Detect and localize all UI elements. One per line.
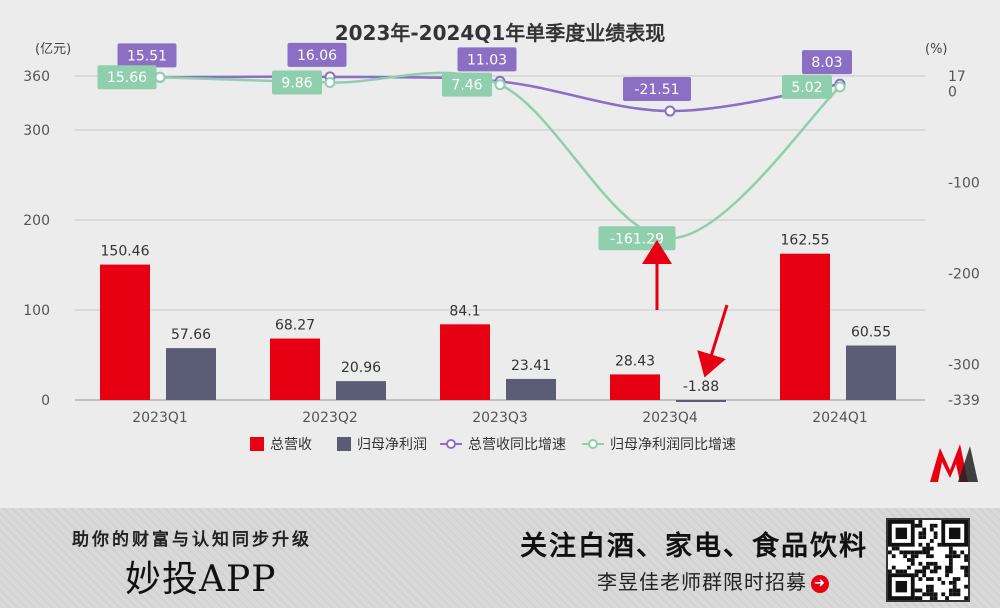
line-point xyxy=(834,81,846,93)
legend-swatch xyxy=(337,437,351,451)
right-tick-label: 17 xyxy=(948,69,966,85)
bar-net-profit xyxy=(336,381,386,400)
line-value-label: 16.06 xyxy=(297,48,337,64)
brand-logo-icon xyxy=(930,444,978,482)
x-axis-labels: 2023Q1 2023Q2 2023Q3 2023Q4 2024Q1 xyxy=(132,410,868,426)
right-tick-label: 0 xyxy=(948,84,957,100)
right-tick-label: -100 xyxy=(948,175,980,191)
line-value-label: 15.66 xyxy=(107,70,147,86)
line-value-badge xyxy=(457,47,517,72)
bar-net-profit xyxy=(166,348,216,400)
x-tick-label: 2023Q1 xyxy=(132,410,188,426)
line-value-badge xyxy=(287,42,347,67)
line-value-label: 11.03 xyxy=(467,52,507,68)
chart-title: 2023年-2024Q1年单季度业绩表现 xyxy=(335,21,666,45)
line-value-badge xyxy=(623,77,691,102)
right-tick-label: -300 xyxy=(948,358,980,374)
bar-value-label: 28.43 xyxy=(615,353,655,369)
bar-value-label: 57.66 xyxy=(171,327,211,343)
line-value-label: 7.46 xyxy=(451,78,482,94)
bar-revenue xyxy=(270,338,320,400)
legend: 总营收 归母净利润 总营收同比增速 归母净利润同比增速 xyxy=(250,436,736,453)
left-tick-label: 300 xyxy=(23,123,50,139)
bar-value-label: 20.96 xyxy=(341,360,381,376)
bar-revenue xyxy=(610,374,660,400)
line-value-badge xyxy=(802,50,852,75)
left-axis-ticks: 360 300 200 100 0 xyxy=(23,69,50,409)
bar-net-profit xyxy=(846,345,896,400)
qr-code-icon[interactable] xyxy=(886,518,970,602)
legend-label: 总营收同比增速 xyxy=(468,437,566,453)
line-value-badge xyxy=(782,74,832,99)
legend-label: 归母净利润同比增速 xyxy=(610,436,736,453)
annotation-arrows xyxy=(642,240,729,378)
legend-marker xyxy=(446,439,456,449)
legend-swatch xyxy=(250,437,264,451)
footer-app-name: 妙投APP xyxy=(125,559,277,600)
arrow-annotation-2 xyxy=(697,304,729,378)
line-value-badge xyxy=(442,72,492,97)
bar-value-label: 23.41 xyxy=(511,358,551,374)
line-point xyxy=(324,76,336,88)
footer-recruit-text: 李昱佳老师群限时招募 xyxy=(597,570,807,594)
arrow-right-icon: ➜ xyxy=(811,574,829,593)
footer-slogan: 助你的财富与认知同步升级 xyxy=(72,530,312,550)
bar-value-label: -1.88 xyxy=(683,379,719,395)
x-tick-label: 2023Q3 xyxy=(472,410,528,426)
lines-layer: 15.51 16.06 11.03 -21.51 8.03 15.66 9.86 7.46 -1… xyxy=(97,42,852,251)
right-tick-label: -200 xyxy=(948,266,980,282)
line-value-label: 15.51 xyxy=(127,48,167,64)
bars-layer: 150.46 57.66 68.27 20.96 84.1 23.41 28.43 -1.88… xyxy=(100,233,896,402)
line-point xyxy=(494,79,506,91)
left-tick-label: 360 xyxy=(23,69,50,85)
legend-label: 归母净利润 xyxy=(357,436,427,453)
x-tick-label: 2024Q1 xyxy=(812,410,868,426)
line-point xyxy=(154,71,166,83)
line-value-badge xyxy=(272,70,322,95)
bar-revenue xyxy=(780,253,830,400)
line-value-badge xyxy=(117,43,177,68)
line-profit-growth xyxy=(159,71,841,240)
legend-label: 总营收 xyxy=(270,437,312,453)
right-tick-label: -339 xyxy=(948,393,980,409)
left-tick-label: 100 xyxy=(23,303,50,319)
line-value-label: -161.29 xyxy=(610,231,664,247)
line-value-label: 8.03 xyxy=(811,55,842,71)
line-value-label: 5.02 xyxy=(791,80,822,96)
x-tick-label: 2023Q4 xyxy=(642,410,698,426)
bar-net-profit xyxy=(506,378,556,400)
chart-canvas: 2023年-2024Q1年单季度业绩表现 (亿元) (%) 360 300 200 1… xyxy=(23,21,980,453)
x-tick-label: 2023Q2 xyxy=(302,410,358,426)
left-tick-label: 0 xyxy=(41,393,50,409)
right-axis-unit: (%) xyxy=(925,42,948,57)
bar-net-profit xyxy=(676,400,726,402)
bar-value-label: 162.55 xyxy=(781,233,830,249)
line-value-badge xyxy=(97,65,157,90)
legend-marker xyxy=(588,439,598,449)
line-point xyxy=(664,105,676,117)
bar-revenue xyxy=(100,264,150,400)
bar-value-label: 68.27 xyxy=(275,318,315,334)
bar-value-label: 150.46 xyxy=(101,244,150,260)
right-axis-ticks: 170 -100 -200 -300 -339 xyxy=(948,69,980,409)
promo-footer xyxy=(0,508,1000,608)
left-axis-unit: (亿元) xyxy=(35,42,71,57)
footer-focus: 关注白酒、家电、食品饮料 xyxy=(520,531,868,562)
bar-value-label: 84.1 xyxy=(449,303,480,319)
footer-recruit-link[interactable]: 李昱佳老师群限时招募 ➜ xyxy=(597,566,829,595)
line-value-label: 9.86 xyxy=(281,75,312,91)
bar-value-label: 60.55 xyxy=(851,325,891,341)
line-value-label: -21.51 xyxy=(634,82,679,98)
bar-revenue xyxy=(440,324,490,400)
left-tick-label: 200 xyxy=(23,213,50,229)
